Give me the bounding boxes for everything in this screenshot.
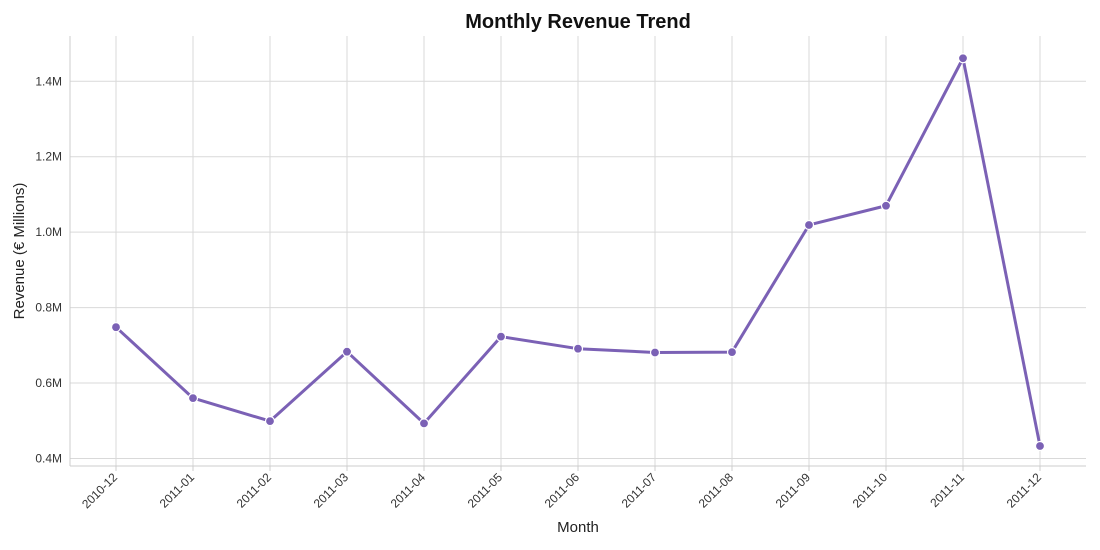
series-group	[110, 53, 1046, 452]
x-axis-label: Month	[557, 519, 599, 536]
x-tick-label: 2011-02	[234, 470, 275, 511]
y-tick-label: 0.4M	[35, 451, 62, 465]
data-point	[418, 418, 430, 429]
y-tick-label: 1.4M	[35, 74, 62, 88]
data-point	[341, 346, 353, 357]
x-tick-label: 2011-06	[542, 470, 583, 511]
x-tick-label: 2010-12	[79, 470, 120, 511]
x-tick-label: 2011-04	[388, 470, 429, 511]
data-point	[803, 219, 815, 231]
x-tick-label: 2011-05	[465, 470, 506, 511]
data-point	[957, 53, 969, 64]
x-tick-label: 2011-01	[157, 470, 198, 511]
data-point	[495, 331, 507, 342]
data-point	[726, 346, 738, 358]
y-tick-label: 0.8M	[35, 301, 62, 315]
x-tick-label: 2011-03	[311, 470, 352, 511]
x-tick-label: 2011-08	[696, 470, 737, 511]
x-tick-label: 2011-09	[773, 470, 814, 511]
data-point	[110, 322, 122, 333]
data-point	[187, 393, 199, 404]
y-tick-label: 0.6M	[35, 376, 62, 390]
x-tick-label: 2011-07	[619, 470, 660, 511]
y-axis-ticks: 0.4M 0.6M 0.8M 1.0M 1.2M 1.4M	[35, 74, 62, 465]
y-axis-label: Revenue (€ Millions)	[11, 183, 28, 320]
y-tick-label: 1.2M	[35, 150, 62, 164]
x-axis-ticks: 2010-12 2011-01 2011-02 2011-03 2011-04 2011-…	[79, 466, 1044, 511]
x-tick-label: 2011-12	[1004, 470, 1045, 511]
data-point	[1034, 440, 1046, 452]
x-tick-label: 2011-11	[927, 470, 967, 510]
x-tick-label: 2011-10	[850, 470, 891, 511]
data-point	[572, 343, 584, 354]
data-point	[649, 347, 661, 358]
chart-title: Monthly Revenue Trend	[465, 11, 691, 33]
data-point	[264, 416, 276, 427]
data-point	[880, 200, 892, 211]
y-tick-label: 1.0M	[35, 225, 62, 239]
grid	[70, 36, 1086, 466]
